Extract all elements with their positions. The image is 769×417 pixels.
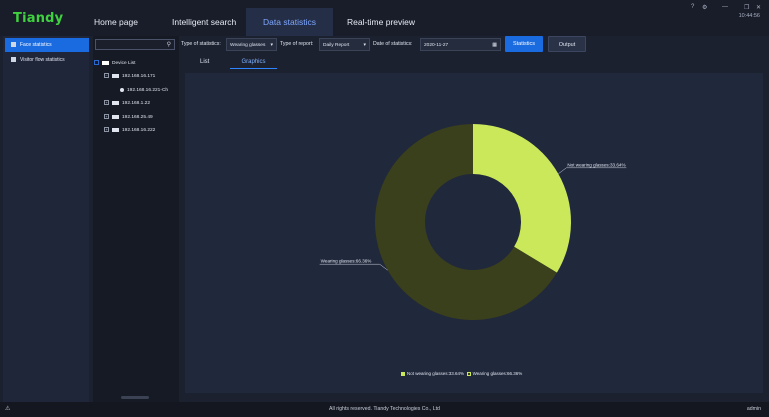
legend-swatch	[401, 371, 405, 376]
footer: ⚠ All rights reserved. Tiandy Technologi…	[0, 402, 769, 417]
folder-icon	[112, 73, 119, 78]
tree-node-device[interactable]: +192.168.25.49	[104, 113, 153, 123]
tab-real-time-preview[interactable]: Real-time preview	[347, 17, 416, 27]
sidebar-item-label: Visitor flow statistics	[20, 57, 65, 63]
current-user: admin	[746, 406, 761, 412]
caret-down-icon: ▾	[363, 42, 366, 48]
close-icon[interactable]: ✕	[756, 5, 762, 11]
tab-data-statistics[interactable]: Data statistics	[246, 8, 333, 36]
date-of-statistics-label: Date of statistics:	[373, 41, 413, 47]
legend-label: Wearing glasses:66.36%	[472, 371, 523, 376]
tree-node-label: 192.168.16.221-Ch	[127, 88, 169, 93]
type-of-statistics-label: Type of statistics:	[181, 41, 221, 47]
folder-icon	[112, 127, 119, 132]
help-icon[interactable]: ?	[691, 4, 695, 10]
select-value: Daily Report	[323, 43, 350, 48]
tree-node-label: Device List	[112, 61, 136, 66]
caret-down-icon: ▾	[270, 42, 273, 48]
folder-icon	[102, 60, 109, 65]
expand-icon[interactable]: +	[104, 127, 109, 133]
expand-icon[interactable]: +	[104, 114, 109, 120]
tab-intelligent-search[interactable]: Intelligent search	[172, 17, 237, 27]
tab-graphics[interactable]: Graphics	[230, 56, 277, 69]
people-icon	[11, 57, 16, 63]
tree-node-device[interactable]: +192.168.16.222	[104, 126, 155, 136]
expand-icon[interactable]	[94, 60, 99, 66]
sidebar-item-label: Face statistics	[20, 42, 52, 48]
folder-icon	[112, 114, 119, 119]
legend-swatch	[466, 371, 471, 376]
top-bar: Tiandy Home page Intelligent search Data…	[0, 0, 769, 36]
face-icon	[11, 42, 16, 48]
search-input[interactable]: ⚲	[95, 39, 175, 50]
horizontal-scrollbar[interactable]	[121, 396, 149, 399]
restore-icon[interactable]: ❐	[744, 5, 750, 11]
date-value: 2020-11-27	[424, 43, 449, 48]
settings-icon[interactable]: ⚙	[702, 5, 708, 11]
type-of-statistics-select[interactable]: Wearing glasses ▾	[226, 38, 277, 51]
device-tree-panel: ⚲ Device List − 192.168.16.171 192.168.16…	[93, 36, 179, 402]
tree-node-label: 192.168.25.49	[122, 115, 153, 120]
warning-icon[interactable]: ⚠	[5, 406, 11, 412]
search-icon[interactable]: ⚲	[166, 42, 171, 48]
clock: 10:44:56	[738, 13, 760, 19]
sidebar: Face statistics Visitor flow statistics	[3, 36, 89, 402]
copyright-text: All rights reserved. Tiandy Technologies…	[329, 406, 440, 412]
sidebar-item-face-statistics[interactable]: Face statistics	[5, 38, 89, 52]
tree-node-root[interactable]: Device List	[94, 59, 178, 69]
expand-icon[interactable]: +	[104, 100, 109, 106]
tree-node-label: 192.168.1.22	[122, 101, 151, 106]
calendar-icon[interactable]: ▦	[492, 42, 497, 48]
tree-node-label: 192.168.16.222	[122, 128, 156, 133]
type-of-report-select[interactable]: Daily Report ▾	[319, 38, 370, 51]
date-input[interactable]: 2020-11-27 ▦	[420, 38, 501, 51]
tree-node-channel[interactable]: 192.168.16.221-Ch	[120, 86, 168, 96]
chart-legend: Not wearing glasses:33.64% Wearing glass…	[401, 371, 522, 376]
tree-node-label: 192.168.16.171	[122, 74, 156, 79]
app-logo: Tiandy	[13, 11, 64, 26]
minimize-icon[interactable]: —	[722, 4, 728, 10]
expand-icon[interactable]: −	[104, 73, 109, 79]
tab-list[interactable]: List	[200, 59, 210, 65]
statistics-button[interactable]: Statistics	[505, 36, 543, 52]
tree-node-device[interactable]: +192.168.1.22	[104, 99, 150, 109]
tab-home-page[interactable]: Home page	[94, 17, 138, 27]
chart-panel	[185, 73, 763, 393]
camera-icon	[120, 87, 124, 92]
folder-icon	[112, 100, 119, 105]
type-of-report-label: Type of report:	[280, 41, 314, 47]
legend-label: Not wearing glasses:33.64%	[407, 371, 465, 376]
sidebar-item-visitor-flow[interactable]: Visitor flow statistics	[5, 53, 89, 67]
output-button[interactable]: Output	[548, 36, 586, 52]
select-value: Wearing glasses	[230, 43, 266, 48]
tree-node-device[interactable]: − 192.168.16.171	[104, 72, 155, 82]
